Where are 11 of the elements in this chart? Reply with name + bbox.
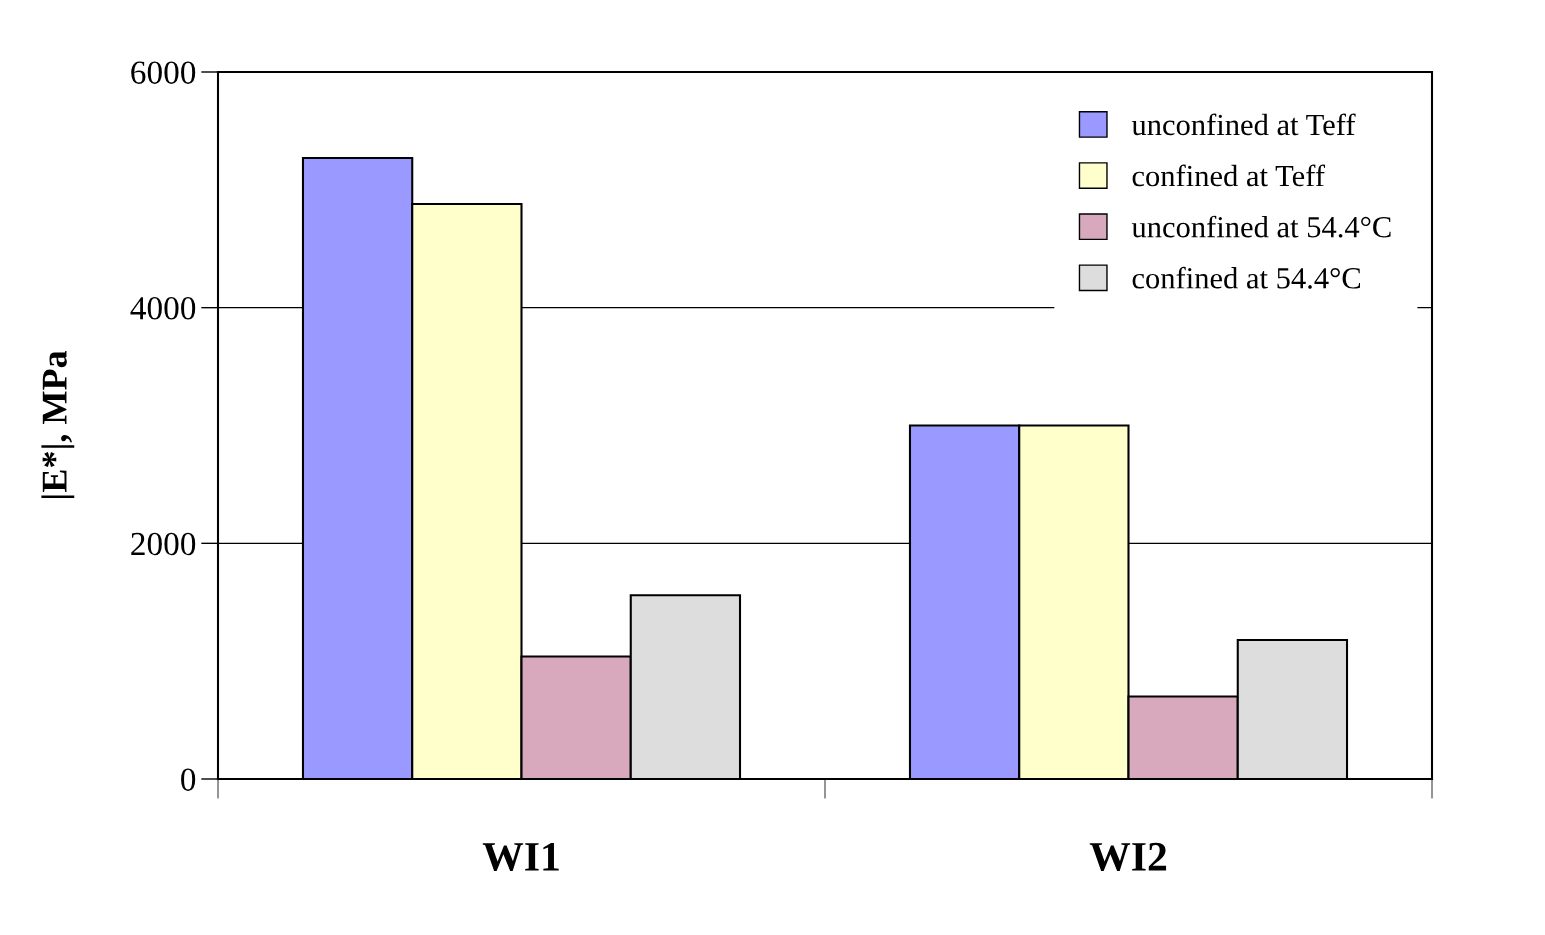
y-tick-label: 4000 <box>130 297 196 320</box>
x-tick-label: WI2 <box>1089 842 1167 872</box>
legend-label: confined at Teff <box>1132 164 1326 187</box>
legend-label: unconfined at 54.4°C <box>1131 215 1391 238</box>
y-tick-label: 2000 <box>131 532 196 556</box>
y-tick-label: 6000 <box>131 61 196 84</box>
legend-label: unconfined at Teff <box>1131 113 1356 136</box>
x-tick-label: WI1 <box>482 842 559 872</box>
y-axis-title: |E*|, MPa <box>41 350 75 498</box>
legend-label: confined at 54.4°C <box>1132 266 1361 289</box>
y-tick-label: 0 <box>181 768 196 791</box>
